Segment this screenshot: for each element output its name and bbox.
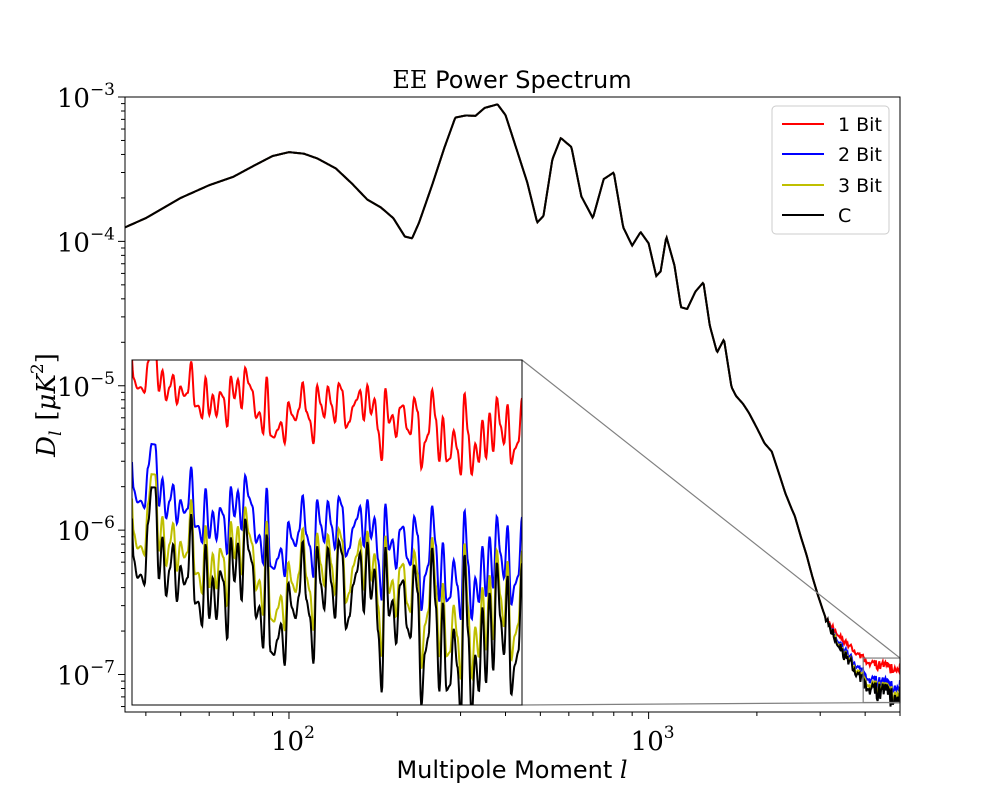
y-tick-label-1e-3: 10−3 xyxy=(57,80,115,114)
zoom-connector-bottom xyxy=(521,701,901,706)
inset-background xyxy=(132,360,522,705)
legend-label-c: C xyxy=(838,205,851,227)
legend-box xyxy=(771,105,890,235)
y-axis-label: Dl[μK2] xyxy=(28,353,66,458)
axis-ticks xyxy=(118,96,901,719)
legend-label-1-bit: 1 Bit xyxy=(838,114,882,136)
zoom-connector-top xyxy=(521,359,901,659)
series-c-line xyxy=(125,103,900,707)
chart-title: EE Power Spectrum xyxy=(392,66,631,94)
x-tick-label-1000: 103 xyxy=(631,723,675,757)
inset-frame xyxy=(131,359,523,706)
inset-series-3-bit-line xyxy=(132,473,522,682)
inset-series-lines xyxy=(132,360,522,705)
y-tick-label-1e-7: 10−7 xyxy=(57,658,115,692)
y-tick-label-1e-4: 10−4 xyxy=(57,224,115,258)
x-tick-label-100: 102 xyxy=(271,723,315,757)
inset-series-1-bit-line xyxy=(132,360,522,477)
legend: 1 Bit 2 Bit 3 Bit C xyxy=(771,105,890,235)
zoom-indicator xyxy=(521,359,901,706)
x-tick-labels: 102 103 xyxy=(271,723,675,757)
legend-label-2-bit: 2 Bit xyxy=(838,144,882,166)
main-series-lines xyxy=(125,103,900,707)
legend-label-3-bit: 3 Bit xyxy=(838,175,882,197)
x-axis-label: Multipole Moment l xyxy=(396,756,627,784)
y-tick-label-1e-6: 10−6 xyxy=(57,513,115,547)
y-tick-label-1e-5: 10−5 xyxy=(57,369,115,403)
inset-series-2-bit-line xyxy=(132,442,522,622)
plot-frame xyxy=(124,96,901,713)
y-tick-labels: 10−3 10−4 10−5 10−6 10−7 xyxy=(57,80,115,692)
inset-series-c-line xyxy=(132,486,522,705)
